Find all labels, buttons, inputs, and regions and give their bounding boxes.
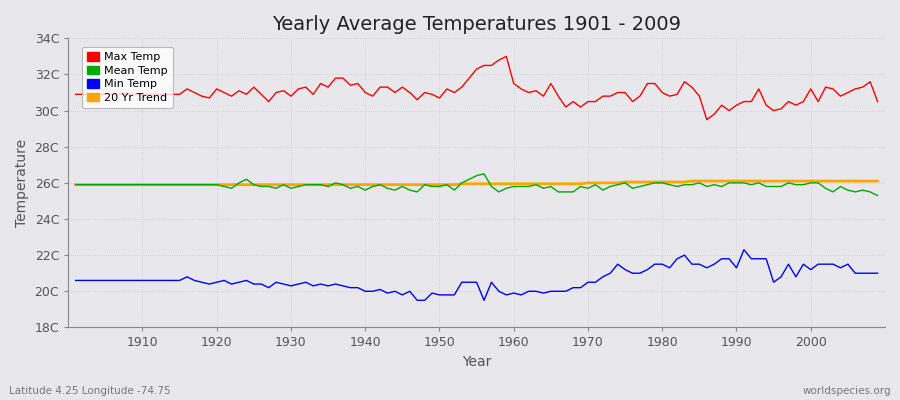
Title: Yearly Average Temperatures 1901 - 2009: Yearly Average Temperatures 1901 - 2009 [272,15,681,34]
Text: Latitude 4.25 Longitude -74.75: Latitude 4.25 Longitude -74.75 [9,386,171,396]
Legend: Max Temp, Mean Temp, Min Temp, 20 Yr Trend: Max Temp, Mean Temp, Min Temp, 20 Yr Tre… [82,47,174,108]
Text: worldspecies.org: worldspecies.org [803,386,891,396]
Y-axis label: Temperature: Temperature [15,139,29,227]
X-axis label: Year: Year [462,355,491,369]
